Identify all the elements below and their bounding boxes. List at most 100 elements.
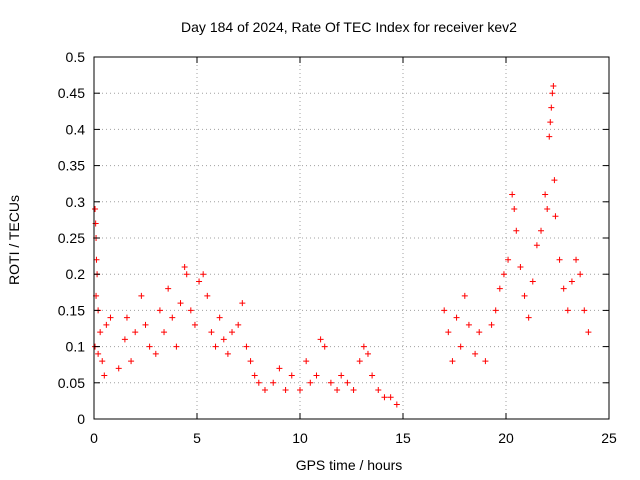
data-point xyxy=(196,278,203,285)
data-point xyxy=(356,358,363,365)
data-point xyxy=(453,314,460,321)
data-point xyxy=(525,314,532,321)
data-point xyxy=(183,271,190,278)
data-point xyxy=(101,372,108,379)
data-point xyxy=(338,372,345,379)
grid-layer xyxy=(94,57,609,419)
data-point xyxy=(204,292,211,299)
data-point xyxy=(307,379,314,386)
y-tick-label: 0 xyxy=(77,411,85,427)
data-point xyxy=(350,387,357,394)
data-point xyxy=(255,379,262,386)
x-tick-label: 20 xyxy=(498,430,514,446)
data-point xyxy=(542,191,549,198)
data-point xyxy=(103,321,110,328)
data-point xyxy=(505,256,512,263)
data-point xyxy=(568,278,575,285)
data-point xyxy=(181,263,188,270)
data-point xyxy=(95,350,102,357)
y-tick-label: 0.4 xyxy=(66,121,86,137)
data-point xyxy=(369,372,376,379)
data-point xyxy=(297,387,303,394)
data-point xyxy=(138,292,145,299)
data-point xyxy=(573,256,580,263)
data-point xyxy=(115,365,122,372)
data-point xyxy=(132,329,139,336)
data-point xyxy=(146,343,153,350)
data-point xyxy=(327,379,334,386)
data-point xyxy=(247,358,254,365)
data-point xyxy=(381,394,388,401)
data-point xyxy=(577,271,584,278)
data-point xyxy=(546,133,553,140)
data-point xyxy=(533,242,540,249)
data-point xyxy=(521,292,528,299)
data-point xyxy=(128,358,135,365)
data-point xyxy=(261,387,268,394)
y-tick-label: 0.1 xyxy=(66,339,86,355)
data-point xyxy=(465,321,472,328)
data-point xyxy=(509,191,516,198)
data-point xyxy=(393,401,400,408)
data-point xyxy=(161,329,168,336)
data-point xyxy=(282,387,289,394)
data-point xyxy=(449,358,456,365)
data-point xyxy=(564,307,571,314)
data-point xyxy=(317,336,324,343)
data-point xyxy=(544,206,551,213)
data-point xyxy=(344,379,351,386)
data-point xyxy=(538,227,545,234)
data-point xyxy=(92,206,99,213)
data-point xyxy=(581,307,588,314)
data-point xyxy=(200,271,207,278)
data-point xyxy=(321,343,328,350)
data-point xyxy=(500,271,507,278)
data-point xyxy=(472,350,479,357)
data-point xyxy=(375,387,382,394)
data-point xyxy=(165,285,172,292)
data-point xyxy=(99,358,106,365)
data-point xyxy=(270,379,277,386)
data-point xyxy=(152,350,159,357)
data-point xyxy=(313,372,320,379)
data-point xyxy=(585,329,592,336)
data-point xyxy=(560,285,567,292)
x-tick-label: 15 xyxy=(395,430,411,446)
data-point xyxy=(191,321,198,328)
data-point xyxy=(276,365,283,372)
data-point xyxy=(121,336,128,343)
data-point xyxy=(548,104,555,111)
y-tick-label: 0.2 xyxy=(66,266,86,282)
data-point xyxy=(220,336,227,343)
data-point xyxy=(511,206,518,213)
data-point xyxy=(551,177,558,184)
data-point xyxy=(513,227,520,234)
data-points xyxy=(92,82,592,408)
data-point xyxy=(216,314,223,321)
y-tick-label: 0.3 xyxy=(66,194,86,210)
y-tick-label: 0.05 xyxy=(58,375,85,391)
data-point xyxy=(529,278,536,285)
data-point xyxy=(97,329,104,336)
data-point xyxy=(288,372,295,379)
data-point xyxy=(251,372,258,379)
plot-frame xyxy=(93,56,610,420)
data-point xyxy=(243,343,250,350)
data-point xyxy=(177,300,184,307)
data-point xyxy=(142,321,149,328)
data-point xyxy=(488,321,495,328)
data-point xyxy=(547,119,554,126)
data-point xyxy=(212,343,219,350)
data-point xyxy=(387,394,394,401)
data-point xyxy=(303,358,310,365)
data-point xyxy=(549,90,556,97)
x-axis-label: GPS time / hours xyxy=(296,457,403,473)
data-point xyxy=(169,314,176,321)
data-point xyxy=(461,292,468,299)
y-tick-label: 0.25 xyxy=(58,230,85,246)
x-tick-label: 10 xyxy=(292,430,308,446)
y-tick-label: 0.15 xyxy=(58,302,85,318)
data-point xyxy=(482,358,489,365)
data-point xyxy=(156,307,163,314)
